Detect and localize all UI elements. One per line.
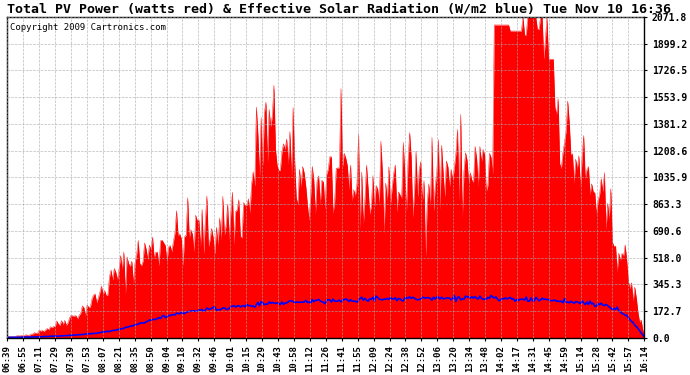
- Text: Total PV Power (watts red) & Effective Solar Radiation (W/m2 blue) Tue Nov 10 16: Total PV Power (watts red) & Effective S…: [8, 3, 671, 16]
- Text: Copyright 2009 Cartronics.com: Copyright 2009 Cartronics.com: [10, 23, 166, 32]
